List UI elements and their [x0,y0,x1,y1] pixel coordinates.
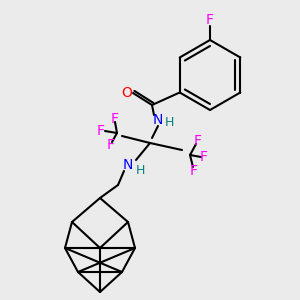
Text: N: N [153,113,163,127]
Text: H: H [164,116,174,130]
Text: F: F [107,138,115,152]
Text: F: F [97,124,105,138]
Text: H: H [135,164,145,176]
Text: F: F [206,13,214,27]
Text: O: O [122,86,132,100]
Text: N: N [123,158,133,172]
Text: F: F [190,164,198,178]
Text: F: F [111,112,119,126]
Text: F: F [200,150,208,164]
Text: F: F [194,134,202,148]
